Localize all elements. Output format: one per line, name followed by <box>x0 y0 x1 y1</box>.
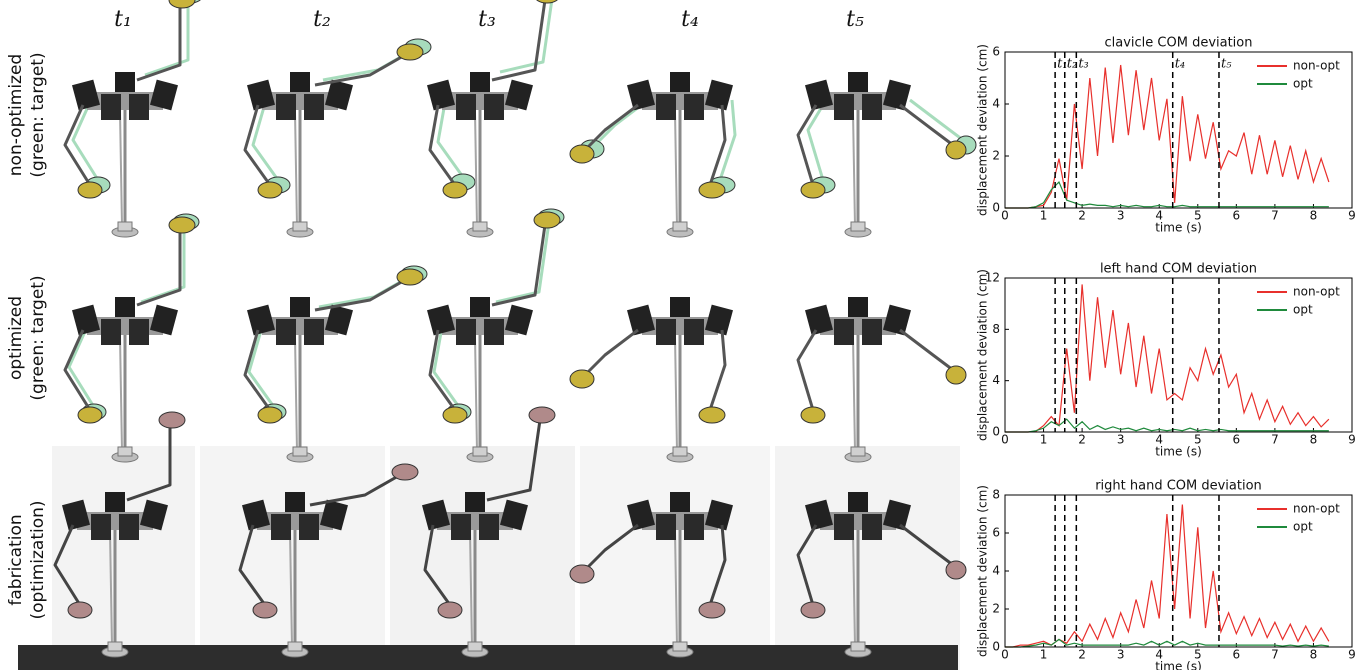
y-axis-label: displacement deviation (cm) <box>976 485 990 657</box>
x-tick-label: 5 <box>1194 648 1202 662</box>
row-label: non-optimized <box>6 54 26 176</box>
x-tick-label: 1 <box>1040 209 1048 223</box>
x-tick-label: 4 <box>1155 433 1163 447</box>
y-tick-label: 0 <box>992 425 1000 439</box>
x-tick-label: 8 <box>1310 209 1318 223</box>
row-label: (green: target) <box>28 275 48 400</box>
legend-label: opt <box>1293 520 1313 534</box>
column-header: t₅ <box>846 7 864 32</box>
x-tick-label: 9 <box>1348 648 1356 662</box>
series-line <box>1005 638 1329 648</box>
column-headers: t₁ t₂ t₃ t₄ t₅ <box>114 7 864 32</box>
x-axis-label: time (s) <box>1155 221 1202 235</box>
series-line <box>1005 284 1330 433</box>
x-tick-label: 6 <box>1233 433 1241 447</box>
x-axis-label: time (s) <box>1155 660 1202 670</box>
chart-title: right hand COM deviation <box>1095 479 1262 494</box>
time-marker-label: t₂ <box>1067 57 1077 72</box>
column-header: t₃ <box>478 7 496 32</box>
x-tick-label: 5 <box>1194 209 1202 223</box>
x-tick-label: 8 <box>1310 433 1318 447</box>
row-label: (optimization) <box>28 500 48 619</box>
y-tick-label: 8 <box>992 322 1000 336</box>
y-tick-label: 0 <box>992 201 1000 215</box>
row-label: optimized <box>6 296 26 380</box>
y-axis-label: displacement deviation (cm) <box>976 269 990 441</box>
x-tick-label: 1 <box>1040 648 1048 662</box>
row-label: fabrication <box>6 514 26 605</box>
x-tick-label: 6 <box>1233 648 1241 662</box>
y-tick-label: 8 <box>992 488 1000 502</box>
series-line <box>1005 180 1329 209</box>
x-tick-label: 0 <box>1001 648 1009 662</box>
series-line <box>1005 418 1329 433</box>
time-marker-label: t₁ <box>1057 57 1067 72</box>
x-tick-label: 3 <box>1117 648 1125 662</box>
y-tick-label: 2 <box>992 149 1000 163</box>
time-marker-label: t₅ <box>1221 57 1232 72</box>
row-labels: non-optimized (green: target) optimized … <box>6 52 48 619</box>
legend-label: non-opt <box>1293 59 1340 73</box>
x-tick-label: 5 <box>1194 433 1202 447</box>
y-tick-label: 4 <box>992 564 1000 578</box>
legend-label: non-opt <box>1293 285 1340 299</box>
x-tick-label: 0 <box>1001 433 1009 447</box>
x-tick-label: 0 <box>1001 209 1009 223</box>
plot-frame <box>1004 277 1353 433</box>
series-line <box>1005 504 1330 648</box>
robot-row-2 <box>63 210 968 464</box>
robot-row-1 <box>63 0 968 239</box>
x-tick-label: 1 <box>1040 433 1048 447</box>
column-header: t₂ <box>313 7 331 32</box>
y-tick-label: 12 <box>985 271 1000 285</box>
column-header: t₁ <box>114 7 132 32</box>
x-tick-label: 2 <box>1078 433 1086 447</box>
chart-title: clavicle COM deviation <box>1104 36 1252 51</box>
legend-label: non-opt <box>1293 502 1340 516</box>
plot-frame <box>1004 51 1353 209</box>
x-tick-label: 7 <box>1271 209 1279 223</box>
y-tick-label: 6 <box>992 45 1000 59</box>
x-tick-label: 3 <box>1117 433 1125 447</box>
row-label: (green: target) <box>28 52 48 177</box>
y-axis-label: displacement deviation (cm) <box>976 44 990 216</box>
x-tick-label: 7 <box>1271 648 1279 662</box>
x-tick-label: 9 <box>1348 209 1356 223</box>
x-tick-label: 9 <box>1348 433 1356 447</box>
y-tick-label: 0 <box>992 640 1000 654</box>
y-tick-label: 2 <box>992 602 1000 616</box>
legend-label: opt <box>1293 303 1313 317</box>
series-line <box>1005 64 1330 209</box>
x-tick-label: 7 <box>1271 433 1279 447</box>
plot-frame <box>1004 494 1353 648</box>
x-tick-label: 4 <box>1155 648 1163 662</box>
y-tick-label: 4 <box>992 373 1000 387</box>
y-tick-label: 6 <box>992 526 1000 540</box>
time-marker-label: t₃ <box>1078 57 1088 72</box>
column-header: t₄ <box>681 7 699 32</box>
y-tick-label: 4 <box>992 97 1000 111</box>
x-tick-label: 6 <box>1233 209 1241 223</box>
legend-label: opt <box>1293 77 1313 91</box>
x-tick-label: 4 <box>1155 209 1163 223</box>
x-tick-label: 8 <box>1310 648 1318 662</box>
x-tick-label: 3 <box>1117 209 1125 223</box>
x-tick-label: 2 <box>1078 648 1086 662</box>
x-axis-label: time (s) <box>1155 445 1202 459</box>
time-marker-label: t₄ <box>1175 57 1185 72</box>
chart-title: left hand COM deviation <box>1100 262 1257 277</box>
photo-backgrounds <box>18 446 960 670</box>
x-tick-label: 2 <box>1078 209 1086 223</box>
